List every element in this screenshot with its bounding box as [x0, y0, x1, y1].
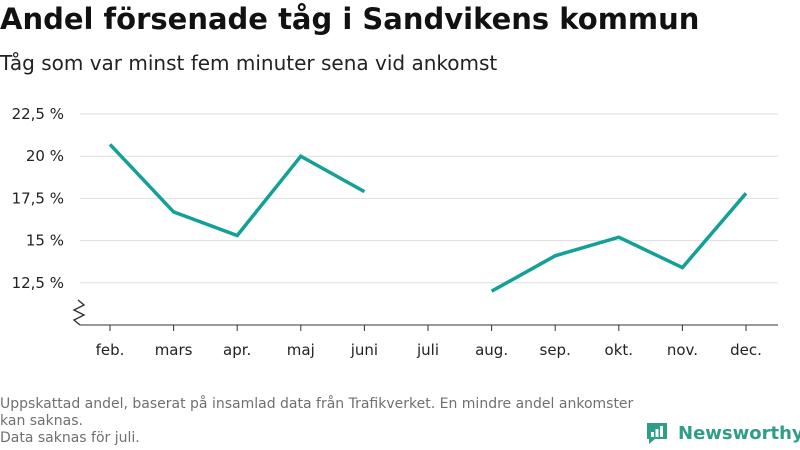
- footer-note: Uppskattad andel, baserat på insamlad da…: [0, 396, 640, 447]
- x-tick-label: maj: [287, 341, 315, 359]
- y-tick-label: 22,5 %: [12, 105, 64, 123]
- x-tick-label: mars: [155, 341, 193, 359]
- x-tick-label: dec.: [730, 341, 762, 359]
- x-tick-label: juli: [416, 341, 439, 359]
- x-tick-label: aug.: [475, 341, 508, 359]
- chart-subtitle: Tåg som var minst fem minuter sena vid a…: [0, 51, 498, 75]
- series-lines: [108, 143, 748, 293]
- missing-data-note: Data saknas för juli.: [0, 430, 140, 446]
- y-axis-break-icon: [72, 299, 86, 326]
- brand: Newsworthy: [644, 418, 800, 448]
- x-tick-label: okt.: [605, 341, 634, 359]
- y-tick-label: 20 %: [26, 147, 64, 165]
- x-tick-label: nov.: [667, 341, 698, 359]
- x-tick-label: apr.: [223, 341, 251, 359]
- x-tick-label: sep.: [540, 341, 571, 359]
- x-tick-label: juni: [350, 341, 378, 359]
- chart-title: Andel försenade tåg i Sandvikens kommun: [0, 2, 700, 36]
- brand-name: Newsworthy: [678, 422, 800, 444]
- series-line-segment: [490, 192, 748, 293]
- newsworthy-logo-icon: [647, 423, 667, 444]
- axes: 12,5 % 15 % 17,5 % 20 % 22,5 % feb. mars apr. ma…: [12, 105, 778, 359]
- y-tick-label: 17,5 %: [12, 189, 64, 207]
- y-tick-label: 12,5 %: [12, 274, 64, 292]
- gridlines: [80, 113, 778, 284]
- x-tick-label: feb.: [96, 341, 125, 359]
- series-line-segment: [108, 143, 366, 238]
- source-note: Uppskattad andel, baserat på insamlad da…: [0, 396, 634, 429]
- y-tick-label: 15 %: [26, 232, 64, 250]
